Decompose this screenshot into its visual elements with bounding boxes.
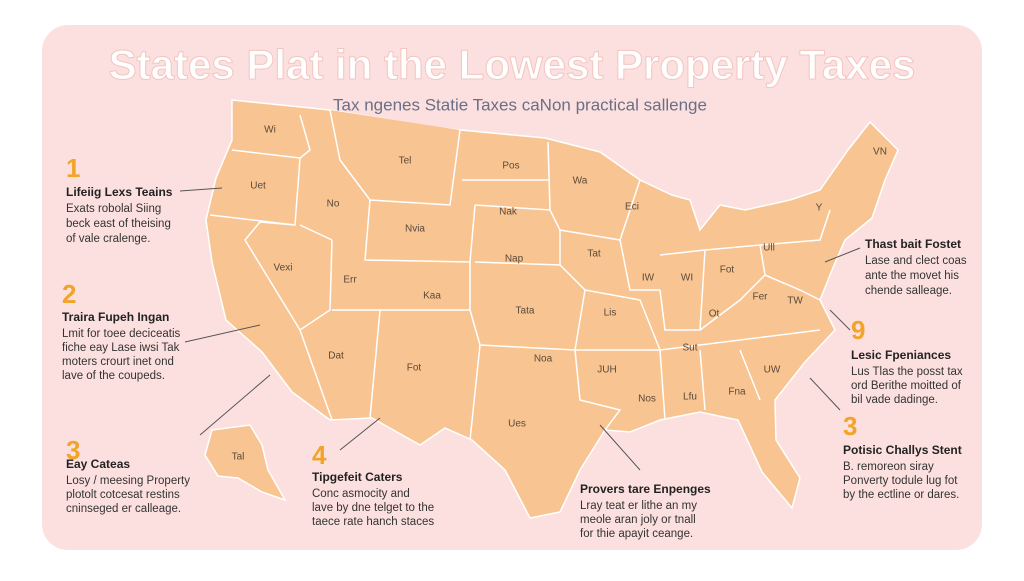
note-number: 3 xyxy=(66,435,80,465)
state-label: Eci xyxy=(625,202,639,213)
note-heading: Eay Cateas xyxy=(66,457,130,471)
leader-lines xyxy=(179,187,861,471)
state-label: Nvia xyxy=(405,224,425,235)
state-label: No xyxy=(327,199,340,210)
state-label: Wi xyxy=(264,125,276,136)
state-label: Noa xyxy=(534,354,553,365)
note-text: ord Berithe moitted of xyxy=(851,380,962,392)
state-label: Lis xyxy=(604,308,617,319)
note-heading: Provers tare Enpenges xyxy=(580,482,711,496)
state-label: Y xyxy=(816,203,823,214)
note-number: 2 xyxy=(62,279,76,309)
state-label: Nak xyxy=(499,207,518,218)
note-number: 9 xyxy=(851,315,865,345)
state-label: Ues xyxy=(508,419,526,430)
note-text: Losy / meesing Property xyxy=(66,475,190,487)
state-label: JUH xyxy=(597,365,616,376)
state-label: Lfu xyxy=(683,392,697,403)
subtitle: Tax ngenes Statie Taxes caNon practical … xyxy=(333,95,707,114)
note-text: Lmit for toee deciceatis xyxy=(62,328,181,340)
state-label: Dat xyxy=(328,351,344,362)
state-label: Fot xyxy=(407,363,422,374)
note-heading: Traira Fupeh Ingan xyxy=(62,310,169,324)
state-label: UW xyxy=(764,365,781,376)
alaska xyxy=(204,424,287,502)
note-text: cninseged er calleage. xyxy=(66,503,181,515)
note-text: moters crourt inet ond xyxy=(62,356,174,368)
note-text: ante the movet his xyxy=(865,270,959,282)
note-heading: Lifeiig Lexs Teains xyxy=(66,185,173,199)
state-label: Uet xyxy=(250,181,266,192)
state-label: Ot xyxy=(709,309,720,320)
note-text: by the ectline or dares. xyxy=(843,489,959,501)
note-heading: Thast bait Fostet xyxy=(865,237,961,251)
state-label: Fna xyxy=(728,387,746,398)
state-label: Nap xyxy=(505,254,524,265)
note-text: bil vade dadinge. xyxy=(851,394,938,406)
state-label: VN xyxy=(873,147,887,158)
note-text: for thie apayit ceange. xyxy=(580,528,693,540)
note-heading: Potisic Challys Stent xyxy=(843,443,962,457)
note-text: chende salleage. xyxy=(865,285,952,297)
state-label: Tat xyxy=(587,249,601,260)
title: States Plat in the Lowest Property Taxes xyxy=(109,41,916,88)
state-label: Tal xyxy=(232,452,245,463)
state-label: Sut xyxy=(682,343,697,354)
note-text: Conc asmocity and xyxy=(312,488,410,500)
note-text: lave of the coupeds. xyxy=(62,370,165,382)
state-label: Tel xyxy=(399,156,412,167)
state-label: Tata xyxy=(516,306,535,317)
state-label: TW xyxy=(787,296,803,307)
note-text: meole aran joly or tnall xyxy=(580,514,696,526)
state-label: Nos xyxy=(638,394,656,405)
state-label: Wa xyxy=(573,176,588,187)
note-heading: Lesic Fpeniances xyxy=(851,348,951,362)
note-text: of vale cralenge. xyxy=(66,233,150,245)
note-text: taece rate hanch staces xyxy=(312,516,434,528)
note-text: Lase and clect coas xyxy=(865,255,967,267)
state-label: Ull xyxy=(763,243,775,254)
note-text: Exats robolal Siing xyxy=(66,203,161,215)
state-label: Pos xyxy=(502,161,519,172)
state-label: Kaa xyxy=(423,291,441,302)
note-heading: Tipgefeit Caters xyxy=(312,470,403,484)
note-text: lave by dne telget to the xyxy=(312,502,434,514)
state-label: Vexi xyxy=(274,263,293,274)
note-number: 4 xyxy=(312,440,327,470)
note-text: plotolt cotcesat restins xyxy=(66,489,180,501)
state-label: Fer xyxy=(753,292,769,303)
note-text: beck east of theising xyxy=(66,218,171,230)
note-text: fiche eay Lase iwsi Tak xyxy=(62,342,180,354)
note-text: B. remoreon siray xyxy=(843,461,934,473)
state-label: Fot xyxy=(720,265,735,276)
note-number: 3 xyxy=(843,411,857,441)
note-text: Lray teat er lithe an my xyxy=(580,500,697,512)
note-text: Ponverty todule lug fot xyxy=(843,475,958,487)
note-number: 1 xyxy=(66,153,80,183)
us-map xyxy=(204,99,899,519)
note-text: Lus Tlas the posst tax xyxy=(851,366,963,378)
state-label: Err xyxy=(343,275,357,286)
state-label: WI xyxy=(681,273,693,284)
state-label: IW xyxy=(642,273,655,284)
